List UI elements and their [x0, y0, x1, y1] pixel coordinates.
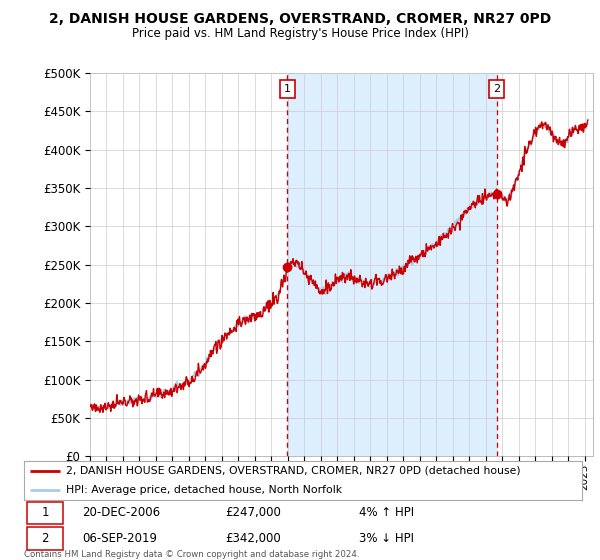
- Text: 06-SEP-2019: 06-SEP-2019: [83, 532, 158, 545]
- Bar: [287, 73, 497, 456]
- Text: 3% ↓ HPI: 3% ↓ HPI: [359, 532, 414, 545]
- Text: 2, DANISH HOUSE GARDENS, OVERSTRAND, CROMER, NR27 0PD: 2, DANISH HOUSE GARDENS, OVERSTRAND, CRO…: [49, 12, 551, 26]
- Text: 1: 1: [284, 85, 291, 94]
- Text: 4% ↑ HPI: 4% ↑ HPI: [359, 506, 414, 520]
- Text: £247,000: £247,000: [225, 506, 281, 520]
- FancyBboxPatch shape: [27, 502, 63, 525]
- FancyBboxPatch shape: [27, 527, 63, 550]
- Text: £342,000: £342,000: [225, 532, 281, 545]
- Text: Contains HM Land Registry data © Crown copyright and database right 2024.
This d: Contains HM Land Registry data © Crown c…: [24, 550, 359, 560]
- Text: Price paid vs. HM Land Registry's House Price Index (HPI): Price paid vs. HM Land Registry's House …: [131, 27, 469, 40]
- Text: 1: 1: [41, 506, 49, 520]
- Text: 2, DANISH HOUSE GARDENS, OVERSTRAND, CROMER, NR27 0PD (detached house): 2, DANISH HOUSE GARDENS, OVERSTRAND, CRO…: [66, 466, 520, 476]
- Text: 20-DEC-2006: 20-DEC-2006: [83, 506, 161, 520]
- Text: 2: 2: [493, 85, 500, 94]
- Text: 2: 2: [41, 532, 49, 545]
- Text: HPI: Average price, detached house, North Norfolk: HPI: Average price, detached house, Nort…: [66, 485, 342, 495]
